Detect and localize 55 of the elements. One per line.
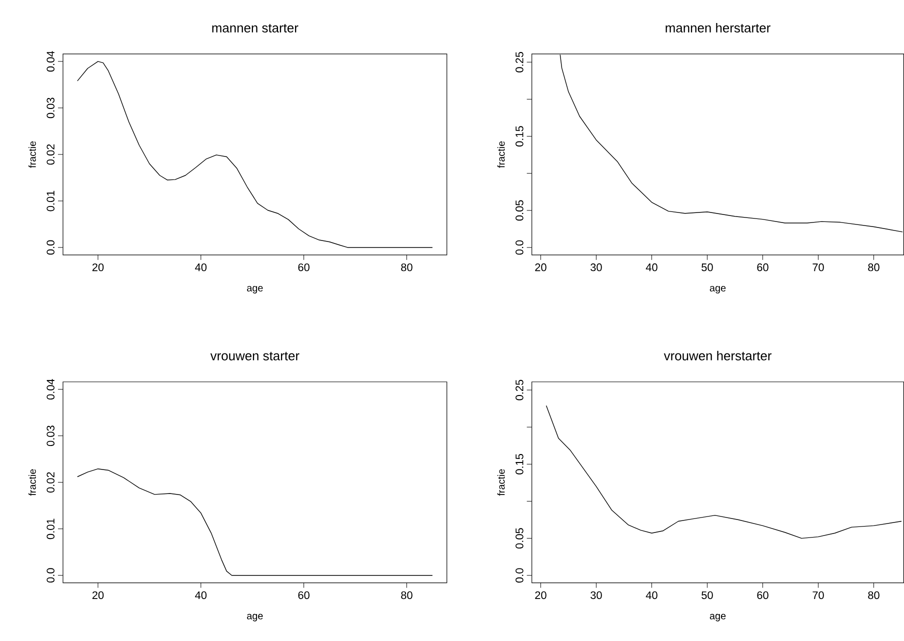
x-tick-label: 30 bbox=[590, 591, 602, 600]
y-tick-label: 0.25 bbox=[516, 52, 524, 72]
x-tick-label: 60 bbox=[757, 264, 768, 272]
y-axis-title: fractie bbox=[497, 469, 505, 496]
line-series bbox=[77, 61, 433, 248]
y-axis-title: fractie bbox=[497, 141, 505, 168]
chart-title: vrouwen herstarter bbox=[664, 350, 772, 360]
y-tick-label: 0.15 bbox=[516, 454, 524, 475]
x-tick-label: 20 bbox=[92, 591, 104, 600]
y-tick-label: 0.02 bbox=[46, 144, 54, 165]
chart-title: vrouwen starter bbox=[210, 352, 300, 360]
x-tick-label: 40 bbox=[195, 591, 207, 600]
x-tick-label: 20 bbox=[92, 264, 104, 272]
y-tick-label: 0.0 bbox=[46, 240, 54, 255]
x-tick-label: 60 bbox=[757, 591, 768, 600]
line-series bbox=[546, 405, 902, 539]
y-tick-label: 0.04 bbox=[46, 51, 54, 72]
x-tick-label: 30 bbox=[590, 264, 602, 272]
y-axis-title: fractie bbox=[28, 141, 36, 168]
x-tick-label: 80 bbox=[868, 591, 880, 600]
x-tick-label: 60 bbox=[298, 264, 310, 272]
y-tick-label: 0.01 bbox=[46, 190, 54, 212]
y-tick-label: 0.0 bbox=[46, 568, 54, 583]
x-tick-label: 50 bbox=[702, 264, 713, 272]
y-tick-label: 0.03 bbox=[46, 426, 54, 446]
chart-title: mannen starter bbox=[212, 24, 298, 33]
y-tick-label: 0.01 bbox=[46, 518, 54, 540]
y-tick-label: 0.04 bbox=[46, 379, 54, 400]
y-tick-label: 0.05 bbox=[516, 528, 524, 549]
x-tick-label: 40 bbox=[195, 264, 207, 272]
x-tick-label: 60 bbox=[298, 591, 310, 600]
x-axis-title: age bbox=[247, 614, 263, 622]
x-tick-label: 70 bbox=[812, 591, 824, 600]
x-axis-title: age bbox=[710, 614, 726, 622]
line-series bbox=[77, 468, 433, 576]
x-tick-label: 80 bbox=[401, 264, 412, 272]
x-tick-label: 20 bbox=[535, 591, 546, 600]
y-tick-label: 0.15 bbox=[516, 126, 524, 147]
y-tick-label: 0.03 bbox=[46, 98, 54, 118]
y-tick-label: 0.0 bbox=[516, 568, 524, 583]
x-tick-label: 50 bbox=[702, 591, 713, 600]
y-axis-title: fractie bbox=[28, 469, 36, 496]
x-tick-label: 80 bbox=[868, 264, 880, 272]
x-tick-label: 70 bbox=[812, 264, 824, 272]
y-tick-label: 0.02 bbox=[46, 472, 54, 493]
x-tick-label: 80 bbox=[401, 591, 412, 600]
chart-title: mannen herstarter bbox=[666, 23, 770, 33]
x-tick-label: 20 bbox=[535, 264, 546, 272]
x-tick-label: 40 bbox=[646, 591, 658, 600]
x-axis-title: age bbox=[247, 286, 263, 294]
y-tick-label: 0.25 bbox=[516, 380, 524, 400]
y-tick-label: 0.05 bbox=[516, 200, 524, 221]
x-tick-label: 40 bbox=[646, 264, 658, 272]
x-axis-title: age bbox=[710, 286, 726, 294]
y-tick-label: 0.0 bbox=[516, 240, 524, 255]
